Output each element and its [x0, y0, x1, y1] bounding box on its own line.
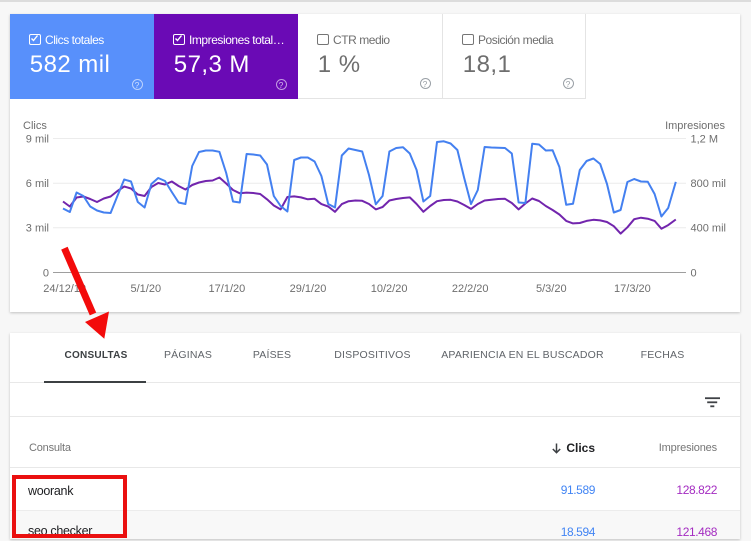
svg-text:1,2 M: 1,2 M	[691, 134, 719, 146]
svg-text:29/1/20: 29/1/20	[290, 283, 327, 295]
svg-text:0: 0	[43, 268, 49, 280]
svg-text:Impresiones: Impresiones	[665, 120, 725, 132]
svg-text:3 mil: 3 mil	[26, 223, 49, 235]
svg-text:10/2/20: 10/2/20	[371, 283, 408, 295]
svg-text:17/1/20: 17/1/20	[209, 283, 246, 295]
svg-text:24/12/19: 24/12/19	[43, 283, 86, 295]
svg-text:400 mil: 400 mil	[691, 223, 726, 235]
svg-text:5/3/20: 5/3/20	[536, 283, 567, 295]
svg-text:17/3/20: 17/3/20	[614, 283, 651, 295]
svg-text:0: 0	[691, 268, 697, 280]
svg-text:9 mil: 9 mil	[26, 134, 49, 146]
svg-text:22/2/20: 22/2/20	[452, 283, 489, 295]
svg-text:6 mil: 6 mil	[26, 178, 49, 190]
svg-text:5/1/20: 5/1/20	[131, 283, 162, 295]
svg-text:Clics: Clics	[23, 120, 47, 132]
svg-text:800 mil: 800 mil	[691, 178, 726, 190]
